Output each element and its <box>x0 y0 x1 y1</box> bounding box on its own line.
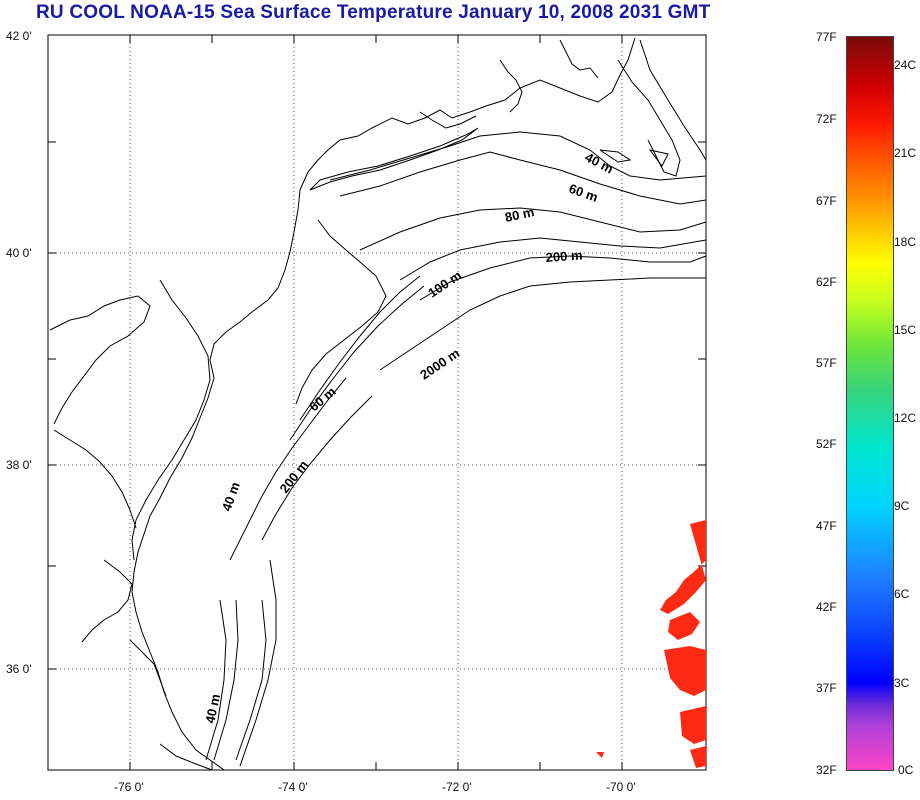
contour-40m-shelf <box>329 131 707 181</box>
colorbar-c-label: 21C <box>894 146 917 160</box>
lat-label: 38 0' <box>6 458 32 472</box>
coastline <box>49 37 681 771</box>
colorbar-c-label: 3C <box>894 676 910 690</box>
colorbar-c-label: 15C <box>894 323 917 337</box>
lon-label: -76 0' <box>114 780 144 794</box>
axis-ticks <box>48 35 706 770</box>
contour-40m <box>639 39 707 161</box>
sst-warm-patches <box>596 520 706 768</box>
contour-label: 200 m <box>545 247 583 265</box>
contour-label: 60 m <box>306 384 338 415</box>
lat-label: 40 0' <box>6 246 32 260</box>
lat-label: 36 0' <box>6 662 32 676</box>
graticule <box>48 35 706 770</box>
colorbar-f-label: 42F <box>816 600 837 614</box>
map-title: RU COOL NOAA-15 Sea Surface Temperature … <box>36 2 711 23</box>
contour-label: 80 m <box>504 204 536 225</box>
lat-label: 42 0' <box>6 29 32 43</box>
colorbar-f-label: 32F <box>816 763 837 777</box>
contour-2000m <box>379 277 706 371</box>
contour-label: 40 m <box>583 149 616 176</box>
lon-label: -74 0' <box>278 780 308 794</box>
colorbar-f-label: 62F <box>816 275 837 289</box>
contour-80m <box>359 207 707 251</box>
contour-south-2 <box>213 599 239 761</box>
temperature-colorbar <box>846 36 894 771</box>
contour-south-1 <box>205 599 227 761</box>
contour-slope-2 <box>261 395 373 541</box>
lon-label: -70 0' <box>606 780 636 794</box>
bathymetry-contours <box>205 39 707 767</box>
contour-shelf-mid <box>289 285 425 441</box>
colorbar-f-label: 57F <box>816 356 837 370</box>
colorbar-f-label: 72F <box>816 112 837 126</box>
colorbar-c-label: 6C <box>894 587 910 601</box>
contour-south-4 <box>239 559 277 767</box>
contour-shelf-inner <box>299 275 421 421</box>
contour-south-3 <box>235 599 267 761</box>
contour-60m <box>339 151 707 205</box>
colorbar-f-label: 47F <box>816 519 837 533</box>
contour-label: 2000 m <box>417 345 462 382</box>
colorbar-c-label: 18C <box>894 235 917 249</box>
lon-label: -72 0' <box>442 780 472 794</box>
map-frame <box>47 34 707 771</box>
contour-slope-1 <box>249 377 347 521</box>
colorbar-c-label: 9C <box>894 499 910 513</box>
contour-200m <box>419 255 707 301</box>
contour-slope-3 <box>229 519 251 561</box>
colorbar-f-label: 52F <box>816 437 837 451</box>
contour-label: 60 m <box>567 181 600 205</box>
colorbar-f-label: 37F <box>816 681 837 695</box>
colorbar-f-label: 67F <box>816 194 837 208</box>
colorbar-c-label: 24C <box>894 58 917 72</box>
colorbar-f-label: 77F <box>816 30 837 44</box>
colorbar-c-label: 12C <box>894 411 917 425</box>
colorbar-c-label: 0C <box>898 763 914 777</box>
contour-100m <box>399 237 707 281</box>
contour-label: 40 m <box>202 693 223 725</box>
contour-labels: 40 m 60 m 80 m 200 m 100 m 2000 m 60 m 2… <box>202 149 616 724</box>
contour-label: 40 m <box>219 480 243 513</box>
